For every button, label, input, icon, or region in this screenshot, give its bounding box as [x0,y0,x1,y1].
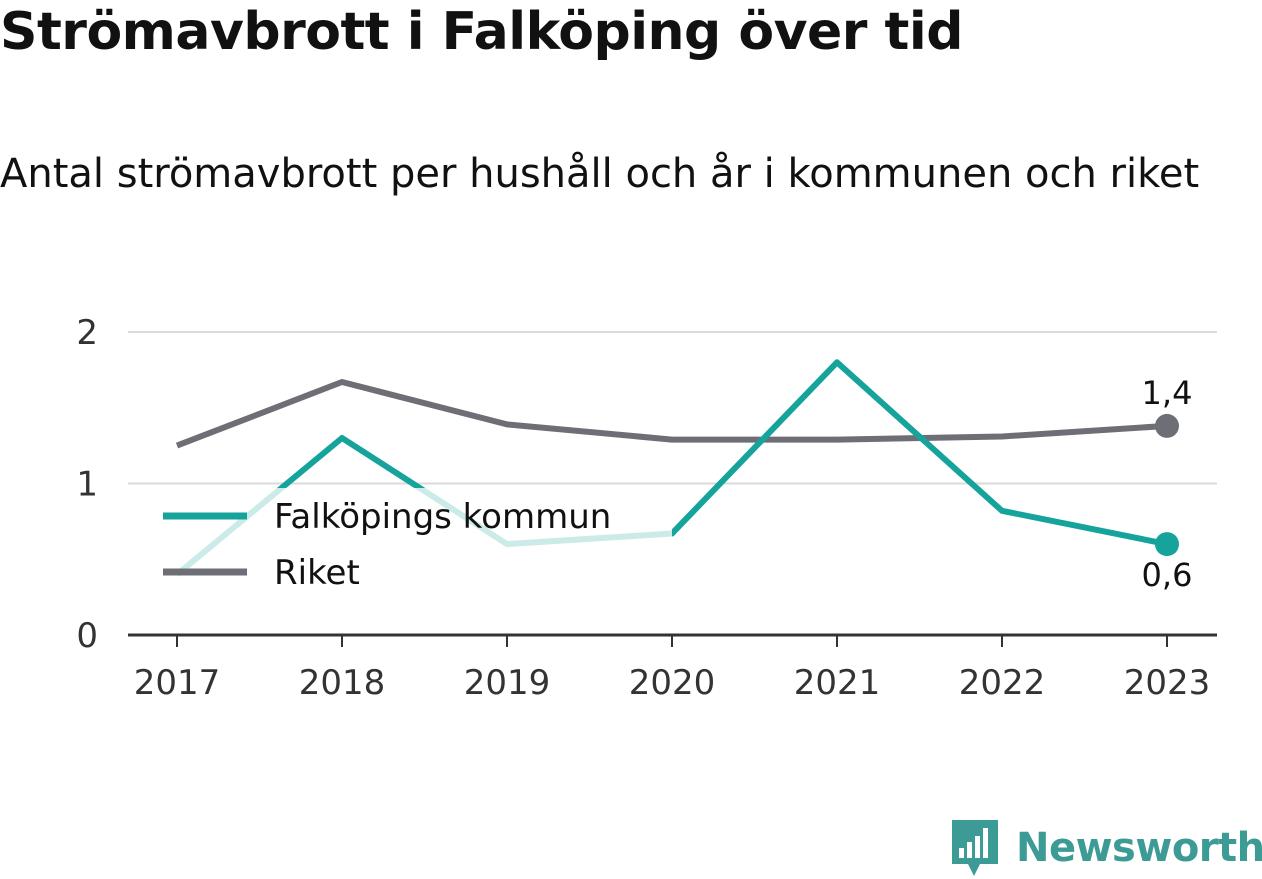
x-tick-label: 2022 [959,663,1046,703]
end-point-falk-pings-kommun [1155,532,1179,557]
x-tick-label: 2018 [299,663,386,703]
newsworthy-logo-icon [952,820,998,876]
series-line-riket [175,379,1168,449]
y-tick-label: 1 [76,465,98,505]
gridlines [128,331,1217,485]
end-value-label: 0,6 [1142,556,1193,594]
legend-background [152,488,672,606]
y-tick-label: 2 [76,313,98,353]
end-point-riket [1155,413,1179,438]
x-tick-label: 2021 [794,663,881,703]
y-tick-label: 0 [76,616,98,656]
chart-subtitle: Antal strömavbrott per hushåll och år i … [0,151,1200,197]
legend-label: Riket [274,553,360,593]
brand-logo: Newsworthy [950,818,1262,878]
legend-label: Falköpings kommun [274,497,611,537]
end-labels: 1,4 0,6 [1142,374,1193,594]
x-tick-label: 2017 [134,663,221,703]
chart-title: Strömavbrott i Falköping över tid [0,2,963,62]
axes: 0 1 2 2017 2018 2019 2020 2021 2022 2023 [76,313,1217,703]
brand-name: Newsworthy [1016,825,1262,871]
legend: Falköpings kommun Riket [152,488,672,606]
x-tick-label: 2019 [464,663,551,703]
end-value-label: 1,4 [1142,374,1193,412]
x-tick-label: 2023 [1124,663,1211,703]
x-tick-label: 2020 [629,663,716,703]
